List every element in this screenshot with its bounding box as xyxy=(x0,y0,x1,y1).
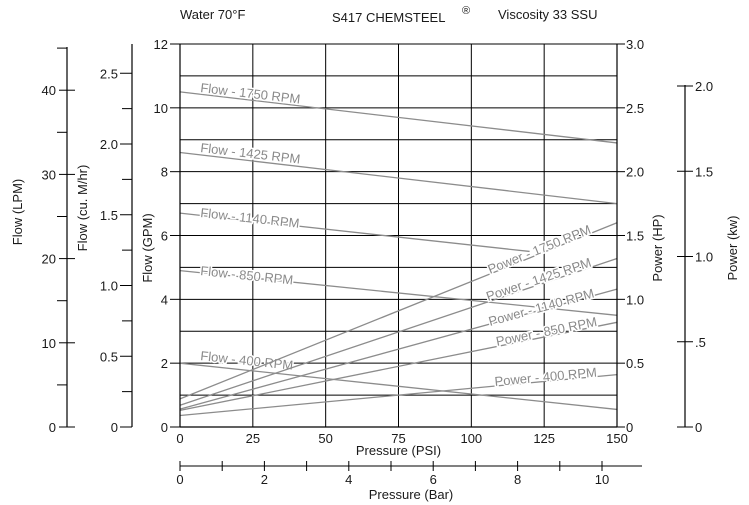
gpm-tick-label: 0 xyxy=(161,420,168,435)
hp-tick-label: 1.0 xyxy=(626,292,644,307)
hp-tick-label: 0 xyxy=(626,420,633,435)
kw-axis-title: Power (kw) xyxy=(725,215,740,280)
plot-grid xyxy=(179,43,618,428)
flow-curve-line xyxy=(179,362,618,411)
flow-curve-line xyxy=(179,151,618,205)
kw-tick-label: 1.5 xyxy=(695,164,713,179)
power-curve-line xyxy=(179,222,618,400)
cmh-tick-label: 1.0 xyxy=(100,279,118,294)
gpm-axis-title: Flow (GPM) xyxy=(140,213,155,282)
gpm-tick-label: 12 xyxy=(154,37,168,52)
flow-curve-line xyxy=(179,91,618,144)
power-curve-label: Power - 400 RPM xyxy=(494,365,598,389)
cmh-axis-title: Flow (cu. M/hr) xyxy=(75,165,90,252)
cmh-tick-label: 0 xyxy=(111,420,118,435)
x-tick-label: 75 xyxy=(391,431,405,446)
x-tick-label: 125 xyxy=(533,431,555,446)
hp-axis-title: Power (HP) xyxy=(650,214,665,281)
bar-tick-label: 2 xyxy=(261,472,268,487)
x-tick-label: 25 xyxy=(246,431,260,446)
x-tick-label: 0 xyxy=(176,431,183,446)
flow-curve-line xyxy=(179,269,618,316)
chart-header: Water 70°F S417 CHEMSTEEL ® Viscosity 33… xyxy=(180,5,597,25)
power-curve-line xyxy=(179,374,618,417)
flow-curve-label: Flow - 1425 RPM xyxy=(200,140,301,167)
x-axis-title: Pressure (PSI) xyxy=(356,443,441,458)
flow-curve-line xyxy=(179,212,530,253)
cmh-tick-label: 1.5 xyxy=(100,208,118,223)
power-curve-line xyxy=(179,321,618,412)
kw-tick-label: 0 xyxy=(695,420,702,435)
lpm-tick-label: 30 xyxy=(42,167,56,182)
lpm-tick-label: 40 xyxy=(42,83,56,98)
hp-tick-label: 3.0 xyxy=(626,37,644,52)
cmh-tick-label: 0.5 xyxy=(100,349,118,364)
hp-tick-label: 2.5 xyxy=(626,101,644,116)
header-viscosity: Viscosity 33 SSU xyxy=(498,7,597,22)
bar-tick-label: 6 xyxy=(430,472,437,487)
flow-curve-label: Flow - 1140 RPM xyxy=(200,205,301,231)
x-tick-label: 50 xyxy=(318,431,332,446)
x-tick-label: 150 xyxy=(606,431,628,446)
gpm-tick-label: 6 xyxy=(161,229,168,244)
gpm-tick-label: 10 xyxy=(154,101,168,116)
bar-tick-label: 8 xyxy=(514,472,521,487)
cmh-tick-label: 2.0 xyxy=(100,137,118,152)
gpm-tick-label: 8 xyxy=(161,165,168,180)
power-curve-line xyxy=(179,288,618,410)
cmh-tick-label: 2.5 xyxy=(100,66,118,81)
flow-curve-label: Flow - 400 RPM xyxy=(200,348,294,373)
header-model: S417 CHEMSTEEL xyxy=(332,10,445,25)
flow-curve-label: Flow - 1750 RPM xyxy=(200,80,301,107)
kw-tick-label: .5 xyxy=(695,335,706,350)
bar-axis-title: Pressure (Bar) xyxy=(369,487,454,502)
power-curve-line xyxy=(179,257,618,406)
lpm-tick-label: 10 xyxy=(42,336,56,351)
header-water-temp: Water 70°F xyxy=(180,7,245,22)
gpm-tick-label: 4 xyxy=(161,292,168,307)
lpm-tick-label: 20 xyxy=(42,252,56,267)
flow-curve-label: Flow - 850 RPM xyxy=(200,263,294,287)
gpm-tick-label: 2 xyxy=(161,356,168,371)
kw-tick-label: 2.0 xyxy=(695,79,713,94)
bar-tick-label: 10 xyxy=(595,472,609,487)
kw-tick-label: 1.0 xyxy=(695,250,713,265)
bar-tick-label: 4 xyxy=(345,472,352,487)
lpm-tick-label: 0 xyxy=(49,420,56,435)
x-tick-label: 100 xyxy=(460,431,482,446)
bar-tick-label: 0 xyxy=(176,472,183,487)
header-registered-mark: ® xyxy=(462,5,470,17)
hp-tick-label: 0.5 xyxy=(626,356,644,371)
lpm-axis-title: Flow (LPM) xyxy=(10,179,25,245)
hp-tick-label: 1.5 xyxy=(626,229,644,244)
hp-tick-label: 2.0 xyxy=(626,165,644,180)
